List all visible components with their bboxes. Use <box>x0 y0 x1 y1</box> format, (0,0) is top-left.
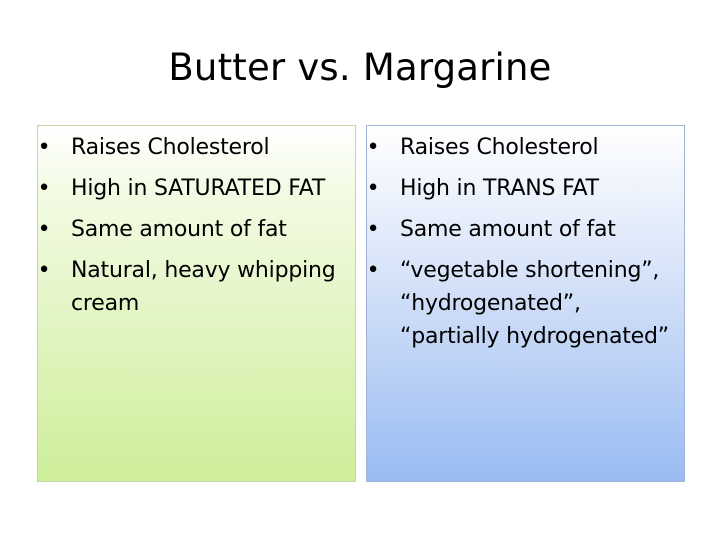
bullet-dot-icon: • <box>37 217 51 242</box>
margarine-panel <box>366 125 685 482</box>
list-item-text: Raises Cholesterol <box>400 135 599 160</box>
list-item: • High in SATURATED FAT <box>34 172 364 205</box>
bullet-dot-icon: • <box>366 176 380 201</box>
bullet-dot-icon: • <box>37 135 51 160</box>
list-item: • High in TRANS FAT <box>363 172 683 205</box>
list-item: • Same amount of fat <box>34 213 364 246</box>
butter-panel <box>37 125 356 482</box>
bullet-dot-icon: • <box>366 258 380 283</box>
list-item-text: High in SATURATED FAT <box>71 176 326 201</box>
list-item-text: “vegetable shortening”, “hydrogenated”, … <box>400 258 669 349</box>
slide-title: Butter vs. Margarine <box>168 46 552 89</box>
list-item: • Natural, heavy whipping cream <box>34 254 364 320</box>
list-item: • Same amount of fat <box>363 213 683 246</box>
butter-list: • Raises Cholesterol • High in SATURATED… <box>34 131 364 328</box>
list-item-text: High in TRANS FAT <box>400 176 599 201</box>
margarine-list: • Raises Cholesterol • High in TRANS FAT… <box>363 131 683 361</box>
bullet-dot-icon: • <box>366 135 380 160</box>
list-item-text: Raises Cholesterol <box>71 135 270 160</box>
list-item: • “vegetable shortening”, “hydrogenated”… <box>363 254 683 353</box>
list-item-text: Natural, heavy whipping cream <box>71 258 336 316</box>
list-item: • Raises Cholesterol <box>34 131 364 164</box>
list-item: • Raises Cholesterol <box>363 131 683 164</box>
list-item-text: Same amount of fat <box>400 217 616 242</box>
list-item-text: Same amount of fat <box>71 217 287 242</box>
bullet-dot-icon: • <box>37 258 51 283</box>
bullet-dot-icon: • <box>37 176 51 201</box>
bullet-dot-icon: • <box>366 217 380 242</box>
